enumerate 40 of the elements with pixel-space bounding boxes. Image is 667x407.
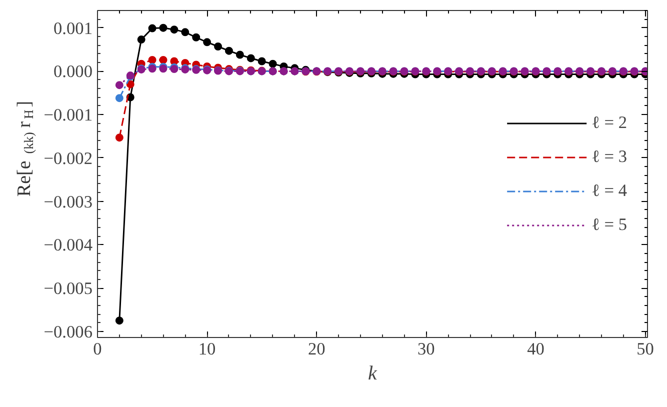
point bbox=[181, 28, 190, 36]
point bbox=[159, 24, 168, 32]
legend-label: ℓ = 2 bbox=[592, 112, 627, 132]
point bbox=[224, 46, 233, 55]
y-tick-label: −0.006 bbox=[44, 322, 93, 342]
y-tick-label: −0.001 bbox=[44, 106, 93, 125]
y-tick-label: −0.002 bbox=[44, 148, 93, 168]
y-tick-label: −0.003 bbox=[44, 192, 93, 212]
point bbox=[126, 80, 134, 88]
point bbox=[236, 50, 244, 59]
x-tick-label: 0 bbox=[93, 340, 102, 358]
y-tick-label: −0.005 bbox=[44, 279, 93, 298]
point bbox=[115, 81, 124, 90]
y-tick-label: 0.001 bbox=[54, 18, 93, 38]
point bbox=[192, 33, 200, 42]
point bbox=[115, 316, 124, 325]
y-tick-label: −0.004 bbox=[44, 236, 93, 255]
y-axis-title: Re[e(kk)rH] bbox=[14, 100, 36, 197]
point bbox=[246, 54, 255, 62]
legend-label: ℓ = 4 bbox=[592, 180, 627, 200]
point bbox=[203, 38, 212, 46]
point bbox=[148, 24, 156, 32]
x-tick-label: 10 bbox=[198, 340, 216, 358]
x-tick-label: 20 bbox=[308, 340, 326, 358]
point bbox=[148, 56, 156, 64]
x-tick-label: 40 bbox=[527, 340, 544, 358]
point bbox=[115, 134, 124, 142]
point bbox=[268, 60, 277, 68]
legend-label: ℓ = 3 bbox=[592, 146, 627, 166]
point bbox=[159, 56, 168, 64]
x-axis-title: k bbox=[368, 362, 378, 384]
point bbox=[137, 36, 146, 44]
point bbox=[170, 26, 178, 34]
point bbox=[214, 42, 222, 50]
x-tick-label: 50 bbox=[636, 340, 654, 358]
point bbox=[115, 94, 124, 102]
y-tick-label: 0.000 bbox=[54, 62, 93, 82]
point bbox=[258, 57, 266, 66]
x-tick-label: 30 bbox=[418, 340, 435, 358]
legend-label: ℓ = 5 bbox=[592, 214, 627, 234]
